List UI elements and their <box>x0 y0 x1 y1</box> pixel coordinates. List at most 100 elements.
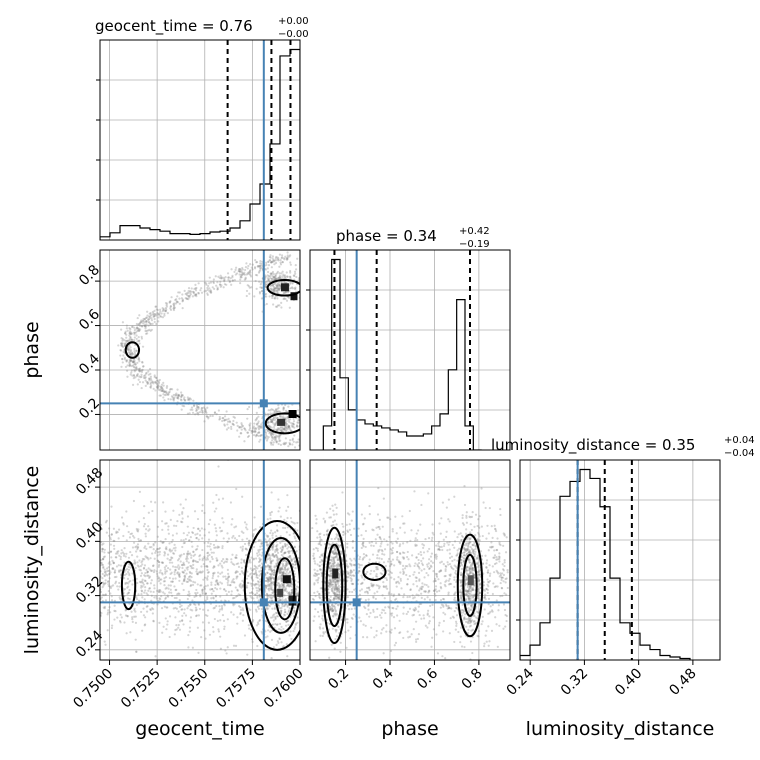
sample-point <box>268 572 272 575</box>
sample-point <box>391 551 394 555</box>
sample-point <box>158 589 161 592</box>
sample-point <box>413 609 416 612</box>
sample-point <box>310 663 312 665</box>
sample-point <box>135 596 138 599</box>
sample-point <box>318 565 321 568</box>
sample-point <box>426 596 429 599</box>
sample-point <box>166 311 169 315</box>
sample-point <box>431 603 434 606</box>
sample-point <box>104 581 107 585</box>
sample-point <box>176 396 179 400</box>
sample-point <box>144 545 147 548</box>
sample-point <box>399 579 402 582</box>
sample-point <box>184 498 187 501</box>
sample-point <box>279 577 282 580</box>
sample-point <box>281 562 285 565</box>
sample-point <box>148 321 151 324</box>
sample-point <box>154 501 157 504</box>
sample-point <box>260 542 263 545</box>
sample-point <box>286 550 290 553</box>
sample-point <box>430 565 433 568</box>
sample-point <box>274 261 278 265</box>
sample-point <box>165 586 168 589</box>
sample-point <box>178 554 181 557</box>
sample-point <box>285 570 288 573</box>
sample-point <box>310 588 312 590</box>
sample-point <box>203 557 206 560</box>
sample-point <box>160 389 163 393</box>
sample-point <box>502 627 505 630</box>
sample-point <box>279 427 282 430</box>
sample-point <box>158 590 161 594</box>
sample-point <box>381 594 384 597</box>
sample-point <box>152 620 155 623</box>
sample-point <box>289 428 292 431</box>
sample-point <box>245 273 248 276</box>
sample-point <box>167 528 170 531</box>
sample-point <box>178 566 181 569</box>
sample-point <box>168 635 171 639</box>
sample-point <box>200 527 204 530</box>
sample-point <box>243 278 246 281</box>
sample-point <box>257 622 260 626</box>
sample-point <box>463 548 466 551</box>
sample-point <box>386 543 389 546</box>
sample-point <box>128 580 131 583</box>
sample-point <box>454 591 457 594</box>
sample-point <box>286 257 289 260</box>
sample-point <box>190 572 193 575</box>
sample-point <box>260 286 263 289</box>
sample-point <box>196 591 199 594</box>
sample-point <box>157 565 160 568</box>
sample-point <box>140 586 143 589</box>
sample-point <box>273 565 276 568</box>
sample-point <box>274 287 277 290</box>
sample-point <box>477 564 480 567</box>
sample-point <box>280 573 284 577</box>
sample-point <box>423 598 426 601</box>
sample-point <box>294 593 298 596</box>
sample-point <box>441 501 445 504</box>
sample-point <box>283 594 286 597</box>
sample-point <box>255 418 258 421</box>
sample-point <box>282 257 285 260</box>
sample-point <box>279 598 282 602</box>
sample-point <box>414 544 417 548</box>
sample-point <box>362 545 365 548</box>
sample-point <box>258 574 261 577</box>
sample-point <box>257 428 261 431</box>
sample-point <box>165 564 168 567</box>
sample-point <box>144 325 147 328</box>
sample-point <box>396 580 400 583</box>
sample-point <box>375 568 378 571</box>
sample-point <box>430 560 433 563</box>
sample-point <box>383 538 386 541</box>
sample-point <box>159 582 162 585</box>
sample-point <box>125 360 128 363</box>
sample-point <box>465 514 468 517</box>
sample-point <box>432 580 435 583</box>
sample-point <box>275 547 279 550</box>
sample-point <box>255 417 259 420</box>
sample-point <box>133 339 136 342</box>
sample-point <box>146 570 149 573</box>
sample-point <box>415 580 418 583</box>
sample-point <box>150 599 153 602</box>
sample-point <box>466 548 469 552</box>
sample-point <box>128 597 131 601</box>
sample-point <box>213 565 216 568</box>
sample-point <box>499 543 502 547</box>
sample-point <box>284 564 287 568</box>
sample-point <box>236 588 239 591</box>
sample-point <box>277 582 280 585</box>
sample-point <box>264 586 267 589</box>
sample-point <box>273 263 276 266</box>
sample-point <box>181 582 184 585</box>
sample-point <box>431 636 434 639</box>
sample-point <box>270 420 274 424</box>
sample-point <box>128 563 131 566</box>
sample-point <box>111 584 115 587</box>
sample-point <box>287 425 291 428</box>
sample-point <box>241 424 245 428</box>
sample-point <box>489 546 492 549</box>
